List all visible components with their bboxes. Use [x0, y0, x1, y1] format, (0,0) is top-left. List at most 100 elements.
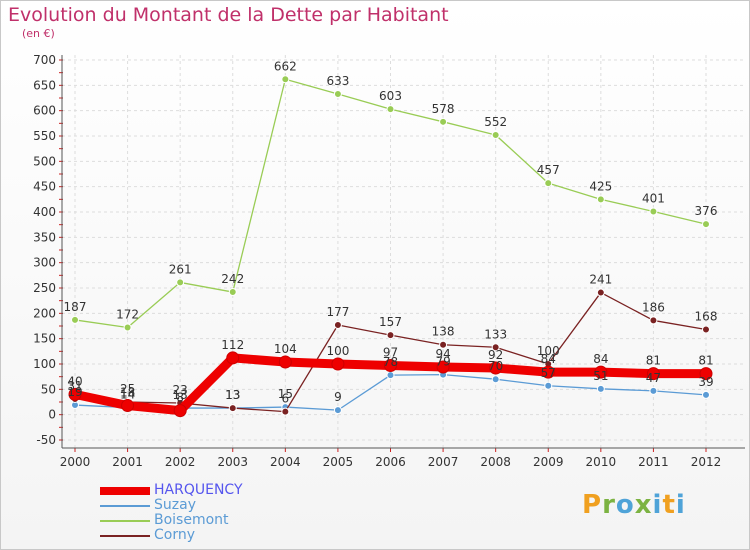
x-tick-label: 2000: [60, 455, 91, 469]
x-tick-label: 2008: [480, 455, 511, 469]
y-tick-label: 350: [33, 230, 56, 244]
data-point-boisemont: [228, 288, 237, 297]
data-label-boisemont: 425: [589, 179, 612, 193]
y-tick-label: 300: [33, 256, 56, 270]
data-label-boisemont: 457: [537, 163, 560, 177]
data-label-harquency: 8: [176, 391, 184, 405]
data-label-corny: 31: [67, 379, 82, 393]
data-point-harquency: [699, 367, 713, 381]
y-tick-label: 50: [41, 382, 56, 396]
data-point-corny: [439, 340, 448, 349]
legend-label: Corny: [154, 527, 196, 543]
data-label-harquency: 94: [435, 347, 450, 361]
x-tick-label: 2012: [691, 455, 722, 469]
y-tick-label: 450: [33, 180, 56, 194]
proxiti-logo: Proxiti: [582, 490, 686, 520]
data-label-harquency: 84: [541, 352, 556, 366]
legend-swatch: [100, 505, 150, 507]
y-tick-label: 200: [33, 306, 56, 320]
data-point-harquency: [541, 365, 555, 379]
data-point-boisemont: [281, 75, 290, 84]
data-label-harquency: 81: [646, 354, 661, 368]
data-point-harquency: [121, 399, 135, 413]
data-label-corny: 25: [120, 382, 135, 396]
data-point-corny: [649, 316, 658, 325]
x-tick-label: 2009: [533, 455, 564, 469]
data-label-harquency: 81: [698, 354, 713, 368]
x-tick-label: 2005: [323, 455, 354, 469]
data-point-boisemont: [176, 278, 185, 287]
data-point-boisemont: [702, 220, 710, 229]
data-point-corny: [702, 325, 710, 334]
data-label-boisemont: 242: [221, 272, 244, 286]
data-point-harquency: [594, 365, 608, 379]
data-label-suzay: 14: [120, 388, 135, 402]
y-tick-label: -50: [36, 433, 56, 447]
data-point-suzay: [702, 390, 710, 399]
data-point-boisemont: [439, 117, 448, 126]
y-tick-label: 0: [48, 408, 56, 422]
data-label-harquency: 84: [593, 352, 608, 366]
data-point-boisemont: [333, 89, 342, 98]
data-label-boisemont: 552: [484, 115, 507, 129]
legend-swatch: [100, 520, 150, 522]
series-harquency: [68, 351, 713, 418]
axes: -50 0 50 100 150 200 250 300 350 400 450 500 550 600 6…: [33, 53, 745, 469]
data-label-corny: 241: [589, 273, 612, 287]
data-label-suzay: 13: [225, 388, 240, 402]
data-label-suzay: 39: [698, 375, 713, 389]
legend-label: Boisemont: [154, 512, 229, 528]
y-tick-label: 600: [33, 104, 56, 118]
x-tick-label: 2007: [428, 455, 459, 469]
data-point-suzay: [333, 406, 342, 415]
x-tick-label: 2006: [375, 455, 406, 469]
data-point-harquency: [489, 361, 503, 375]
data-label-suzay: 78: [383, 355, 398, 369]
x-tick-label: 2002: [165, 455, 196, 469]
data-label-corny: 168: [695, 310, 718, 324]
data-point-boisemont: [596, 195, 605, 204]
data-point-harquency: [226, 351, 240, 365]
y-tick-label: 550: [33, 129, 56, 143]
data-label-corny: 138: [432, 325, 455, 339]
y-tick-label: 250: [33, 281, 56, 295]
data-label-suzay: 70: [488, 359, 503, 373]
data-label-corny: 186: [642, 300, 665, 314]
y-tick-label: 400: [33, 205, 56, 219]
legend-label: HARQUENCY: [154, 482, 243, 498]
data-point-harquency: [278, 355, 292, 369]
y-tick-label: 100: [33, 357, 56, 371]
data-label-corny: 133: [484, 327, 507, 341]
data-label-harquency: 92: [488, 348, 503, 362]
data-point-harquency: [173, 404, 187, 418]
data-point-suzay: [544, 381, 553, 390]
data-label-suzay: 57: [541, 366, 556, 380]
data-point-boisemont: [71, 315, 79, 324]
data-label-boisemont: 261: [169, 262, 192, 276]
data-label-boisemont: 603: [379, 89, 402, 103]
y-tick-label: 700: [33, 53, 56, 67]
x-tick-label: 2004: [270, 455, 301, 469]
data-label-suzay: 79: [435, 355, 450, 369]
data-label-suzay: 9: [334, 390, 342, 404]
data-labels: 19 14 13 13 15 978 79 70 57 51 47 39187172261242662…: [64, 59, 718, 405]
data-point-suzay: [386, 371, 395, 380]
data-label-corny: 13: [225, 388, 240, 402]
data-point-corny: [281, 407, 290, 416]
data-point-harquency: [331, 357, 345, 371]
data-label-boisemont: 376: [695, 204, 718, 218]
data-point-suzay: [491, 375, 500, 384]
data-label-corny: 177: [326, 305, 349, 319]
data-point-harquency: [436, 360, 450, 374]
x-tick-label: 2011: [638, 455, 669, 469]
data-label-corny: 100: [537, 344, 560, 358]
data-point-harquency: [646, 367, 660, 381]
legend-swatch: [100, 487, 150, 495]
series-boisemont: [71, 75, 710, 332]
data-label-suzay: 51: [593, 369, 608, 383]
data-label-boisemont: 401: [642, 191, 665, 205]
data-label-harquency: 104: [274, 342, 297, 356]
data-label-boisemont: 172: [116, 308, 139, 322]
chart-title: Evolution du Montant de la Dette par Hab…: [8, 4, 449, 26]
